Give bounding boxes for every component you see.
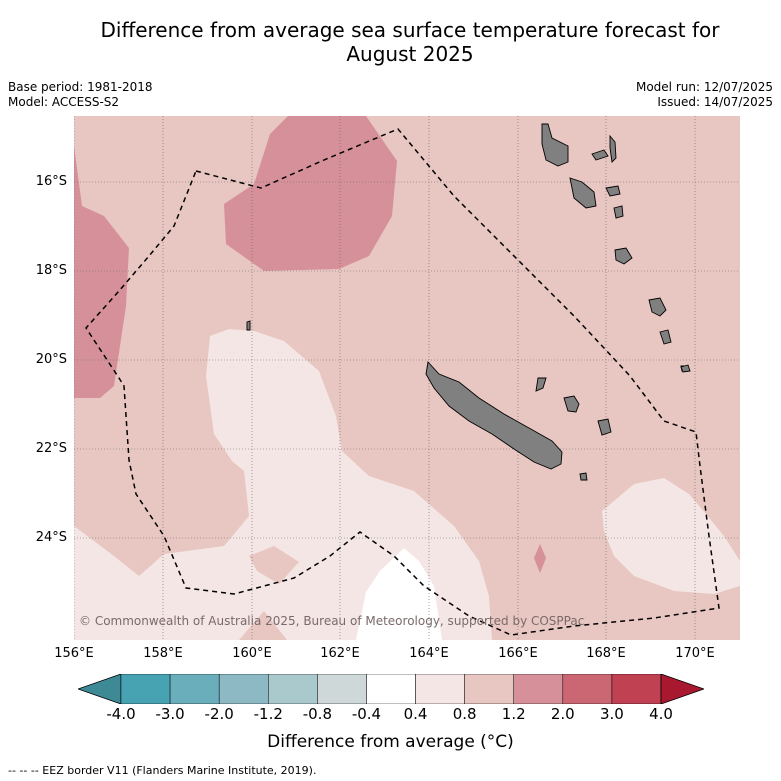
colorbar-tick-label: -4.0	[106, 705, 136, 723]
lat-label-16s: 16°S	[35, 174, 67, 189]
colorbar-label: Difference from average (°C)	[267, 732, 514, 752]
island-small-west	[246, 320, 251, 331]
colorbar-tick-label: 3.0	[599, 705, 624, 723]
title-line-1: Difference from average sea surface temp…	[100, 18, 720, 42]
meta-right: Model run: 12/07/2025 Issued: 14/07/2025	[636, 80, 773, 110]
vanuatu-ambrym	[605, 185, 621, 197]
colorbar-under-extension	[78, 674, 122, 704]
lat-label-22s: 22°S	[35, 441, 67, 456]
vanuatu-pentecost	[609, 134, 617, 163]
small-base-island-patch	[249, 546, 299, 584]
island-small-south	[579, 472, 588, 481]
title-line-2: August 2025	[346, 42, 474, 66]
lon-label-158e: 158°E	[143, 646, 183, 661]
colorbar-tick-label: -0.4	[351, 705, 382, 723]
colorbar-bin	[611, 674, 662, 704]
island-loyalty-3	[535, 377, 547, 392]
colorbar-bin	[366, 674, 416, 704]
new-caledonia-island	[425, 361, 563, 470]
graticule	[74, 116, 740, 640]
colorbar-tick-label: 2.0	[550, 705, 575, 723]
vanuatu-efate	[614, 247, 633, 265]
colorbar-tick-label: -3.0	[155, 705, 185, 723]
island-loyalty-1	[563, 395, 580, 413]
vanuatu-aneityum	[680, 364, 691, 373]
vanuatu-malekula	[569, 177, 597, 209]
lon-label-162e: 162°E	[320, 646, 360, 661]
light-region-east	[602, 478, 740, 594]
colorbar-bin	[513, 674, 564, 704]
island-loyalty-2	[597, 418, 612, 436]
vanuatu-erromango	[648, 297, 667, 317]
lon-label-164e: 164°E	[409, 646, 449, 661]
colorbar	[78, 674, 704, 704]
lat-label-24s: 24°S	[35, 530, 67, 545]
light-region-south	[74, 329, 492, 640]
colorbar-bin	[169, 674, 220, 704]
lat-label-18s: 18°S	[35, 263, 67, 278]
colorbar-bin	[218, 674, 269, 704]
colorbar-tick-label: -0.8	[302, 705, 332, 723]
colorbar-over-extension	[660, 674, 704, 704]
colorbar-bin	[120, 674, 171, 704]
lon-label-156e: 156°E	[54, 646, 94, 661]
colorbar-tick-label: -2.0	[204, 705, 234, 723]
colorbar-tick-label: 1.2	[501, 705, 526, 723]
colorbar-tick-label: 0.8	[452, 705, 477, 723]
sst-map	[74, 116, 740, 640]
warm-patch-west	[74, 146, 129, 398]
warm-patch-spot	[534, 544, 546, 573]
lon-label-160e: 160°E	[232, 646, 272, 661]
neutral-patch	[356, 548, 442, 640]
colorbar-bin	[317, 674, 367, 704]
lon-label-170e: 170°E	[675, 646, 715, 661]
meta-left: Base period: 1981-2018 Model: ACCESS-S2	[8, 80, 153, 110]
lon-label-168e: 168°E	[586, 646, 626, 661]
land	[246, 123, 691, 481]
small-base-bottom-patch	[239, 611, 287, 640]
colorbar-bin	[464, 674, 514, 704]
copyright-notice: © Commonwealth of Australia 2025, Bureau…	[79, 614, 585, 628]
warm-patch-north	[224, 116, 397, 271]
eez-legend-footnote: -- -- -- EEZ border V11 (Flanders Marine…	[8, 764, 317, 777]
vanuatu-tanna	[659, 329, 672, 345]
colorbar-bin	[415, 674, 465, 704]
vanuatu-santo	[541, 123, 569, 167]
model-name: Model: ACCESS-S2	[8, 95, 120, 109]
model-run: Model run: 12/07/2025	[635, 80, 773, 94]
base-period: Base period: 1981-2018	[8, 80, 153, 94]
vanuatu-ambae	[591, 149, 609, 161]
vanuatu-epi	[613, 205, 624, 219]
lat-label-20s: 20°S	[35, 352, 67, 367]
lon-label-166e: 166°E	[498, 646, 538, 661]
issued-date: Issued: 14/07/2025	[657, 95, 773, 109]
colorbar-tick-label: 4.0	[649, 705, 673, 723]
colorbar-tick-label: -1.2	[253, 705, 283, 723]
colorbar-tick-label: 0.4	[403, 705, 428, 723]
colorbar-bin	[268, 674, 318, 704]
colorbar-bin	[562, 674, 613, 704]
map-title: Difference from average sea surface temp…	[30, 18, 781, 66]
